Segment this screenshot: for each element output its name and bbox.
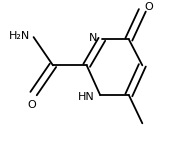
Text: N: N [88,33,97,43]
Text: HN: HN [78,92,95,102]
Text: H₂N: H₂N [9,31,30,41]
Text: O: O [28,99,36,110]
Text: O: O [144,2,153,12]
